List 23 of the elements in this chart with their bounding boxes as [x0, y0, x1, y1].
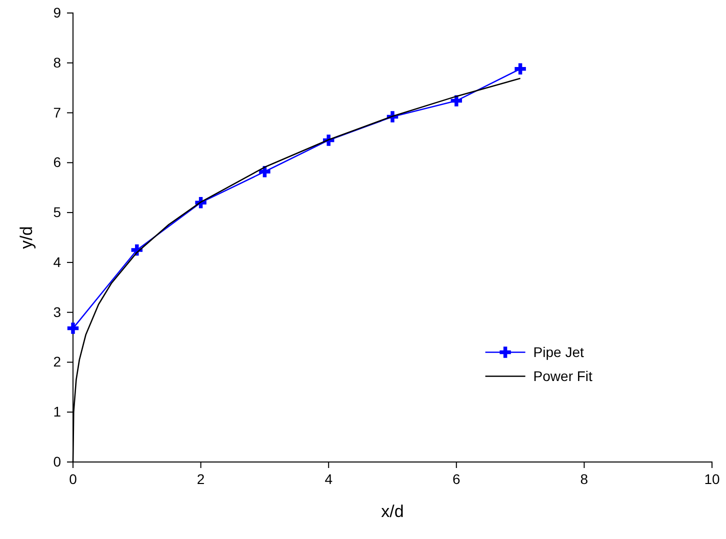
y-tick-label: 3: [53, 304, 62, 320]
y-tick-label: 5: [53, 204, 62, 220]
x-tick-label: 0: [69, 470, 78, 487]
x-tick-label: 10: [704, 470, 720, 487]
y-tick-label: 0: [53, 453, 62, 470]
x-tick-label: 8: [580, 470, 588, 487]
y-tick-label: 8: [53, 54, 62, 70]
y-axis-title: y/d: [17, 226, 36, 249]
y-tick-label: 1: [53, 404, 62, 420]
x-tick-label: 4: [324, 470, 333, 487]
x-tick-label: 6: [452, 470, 460, 487]
point: [514, 63, 526, 74]
x-tick-label: 2: [196, 470, 205, 487]
y-tick-label: 4: [53, 254, 62, 270]
y-tick-label: 9: [53, 4, 62, 20]
point: [450, 95, 462, 106]
x-axis-title: x/d: [381, 502, 404, 521]
point: [67, 322, 79, 334]
y-tick-label: 2: [53, 354, 62, 370]
y-tick-label: 6: [53, 154, 62, 170]
y-tick-label: 7: [53, 104, 62, 120]
legend-label: Power Fit: [533, 368, 593, 384]
legend-label: Pipe Jet: [533, 344, 584, 360]
